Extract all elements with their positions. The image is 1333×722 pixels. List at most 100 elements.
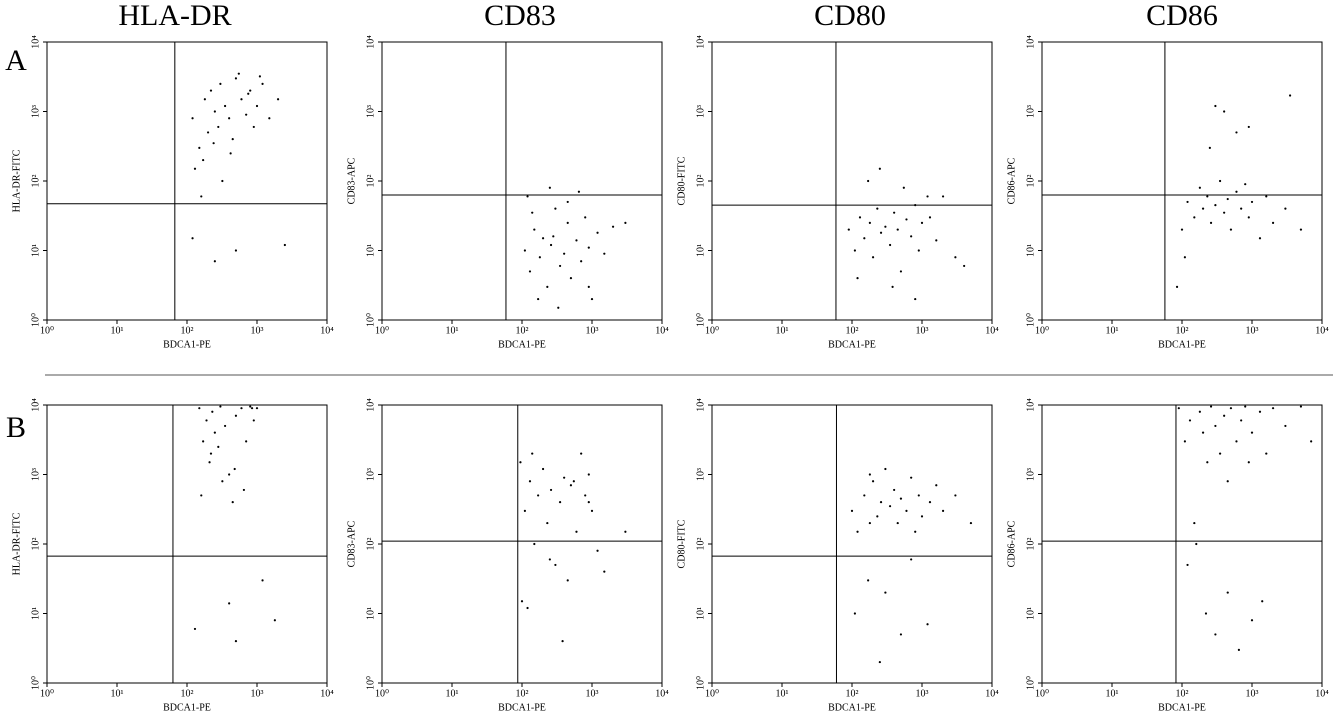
y-axis-label: CD83-APC xyxy=(346,520,357,567)
y-tick-label: 10¹ xyxy=(30,244,41,257)
event-dot xyxy=(1193,521,1196,525)
event-dot xyxy=(252,125,255,129)
event-dot xyxy=(526,606,529,610)
x-tick-label: 10⁰ xyxy=(375,688,389,699)
event-dot xyxy=(1214,204,1217,207)
event-dot xyxy=(247,92,250,95)
y-tick-label: 10⁰ xyxy=(1025,313,1036,327)
x-axis-label: BDCA1-PE xyxy=(1158,702,1206,713)
event-dot xyxy=(229,152,232,155)
x-tick-label: 10² xyxy=(846,325,859,336)
event-dot xyxy=(245,113,248,116)
event-dot xyxy=(928,216,932,219)
y-axis-label: HLA-DR-FITC xyxy=(11,149,22,212)
y-tick-label: 10¹ xyxy=(1025,607,1036,620)
x-tick-label: 10⁰ xyxy=(705,325,719,336)
event-dot xyxy=(261,579,264,582)
y-tick-label: 10³ xyxy=(695,468,706,481)
event-dot xyxy=(893,488,896,492)
event-dot xyxy=(1271,407,1275,410)
event-dot xyxy=(1198,410,1201,413)
event-dot xyxy=(533,228,536,231)
event-dot xyxy=(554,563,557,567)
event-dot xyxy=(1175,285,1179,288)
x-axis-label: BDCA1-PE xyxy=(163,339,211,350)
y-tick-label: 10¹ xyxy=(695,244,706,257)
event-dot xyxy=(255,407,259,410)
event-dot xyxy=(584,494,587,497)
x-tick-label: 10² xyxy=(1176,688,1189,699)
event-dot xyxy=(590,297,594,301)
plot-frame xyxy=(711,41,993,321)
event-dot xyxy=(557,306,560,309)
event-dot xyxy=(569,484,573,487)
x-tick-label: 10³ xyxy=(916,688,929,699)
event-dot xyxy=(221,480,224,483)
event-dot xyxy=(1310,440,1313,443)
event-dot xyxy=(1240,207,1243,210)
event-dot xyxy=(1201,207,1205,210)
y-tick-label: 10⁴ xyxy=(30,35,41,49)
event-dot xyxy=(879,231,883,234)
y-tick-label: 10⁴ xyxy=(365,398,376,412)
event-dot xyxy=(249,89,252,92)
event-dot xyxy=(552,235,555,238)
event-dot xyxy=(1186,563,1189,567)
event-dot xyxy=(884,225,887,228)
event-dot xyxy=(252,419,255,422)
event-dot xyxy=(223,104,227,108)
y-tick-label: 10¹ xyxy=(365,244,376,257)
event-dot xyxy=(876,515,879,518)
event-dot xyxy=(566,200,569,204)
event-dot xyxy=(884,591,887,594)
event-dot xyxy=(896,521,899,525)
event-dot xyxy=(868,521,871,525)
x-tick-label: 10² xyxy=(846,688,859,699)
y-tick-label: 10⁰ xyxy=(30,313,41,327)
event-dot xyxy=(213,110,216,113)
x-tick-label: 10⁴ xyxy=(985,325,999,336)
plot-frame xyxy=(381,41,663,321)
event-dot xyxy=(234,414,238,417)
event-dot xyxy=(590,509,594,512)
row-label: B xyxy=(6,411,26,444)
event-dot xyxy=(1240,419,1243,422)
event-dot xyxy=(596,231,599,234)
event-dot xyxy=(523,249,526,252)
event-dot xyxy=(914,204,917,207)
event-dot xyxy=(1265,452,1268,455)
event-dot xyxy=(941,509,945,512)
x-tick-label: 10¹ xyxy=(776,325,789,336)
event-dot xyxy=(228,602,231,605)
x-tick-label: 10¹ xyxy=(776,688,789,699)
event-dot xyxy=(624,221,627,224)
event-dot xyxy=(231,138,234,141)
event-dot xyxy=(596,549,599,552)
event-dot xyxy=(255,104,259,108)
event-dot xyxy=(572,480,575,483)
event-dot xyxy=(853,249,856,252)
y-axis-label: HLA-DR-FITC xyxy=(11,512,22,575)
event-dot xyxy=(528,270,532,273)
event-dot xyxy=(893,211,896,214)
event-dot xyxy=(569,277,573,280)
event-dot xyxy=(234,640,238,643)
event-dot xyxy=(1223,414,1226,417)
event-dot xyxy=(537,297,540,301)
event-dot xyxy=(914,297,917,301)
x-tick-label: 10⁴ xyxy=(1315,325,1329,336)
event-dot xyxy=(917,249,920,252)
event-dot xyxy=(1244,183,1247,186)
event-dot xyxy=(575,239,578,242)
event-dot xyxy=(856,530,859,533)
event-dot xyxy=(1258,237,1262,240)
y-tick-label: 10⁴ xyxy=(695,398,706,412)
x-tick-label: 10⁴ xyxy=(655,688,669,699)
event-dot xyxy=(902,186,905,189)
y-tick-label: 10² xyxy=(365,175,376,188)
x-tick-label: 10³ xyxy=(1246,325,1259,336)
x-tick-label: 10³ xyxy=(251,688,264,699)
y-tick-label: 10³ xyxy=(365,468,376,481)
event-dot xyxy=(205,419,208,422)
